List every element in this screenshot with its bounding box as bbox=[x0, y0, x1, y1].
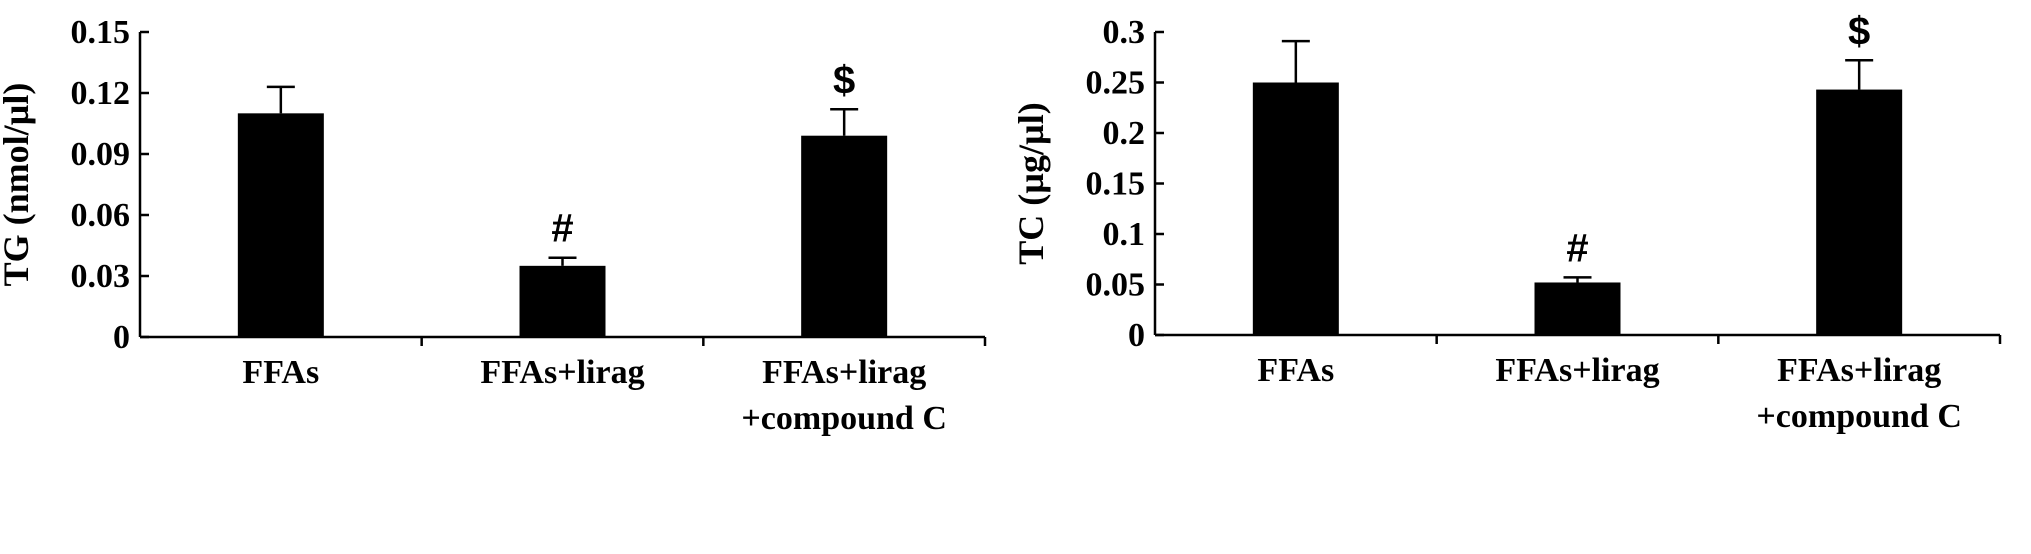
significance-marker: $ bbox=[1848, 9, 1870, 53]
y-tick-label: 0.25 bbox=[1086, 65, 1146, 102]
bar bbox=[801, 135, 888, 337]
y-tick-label: 0.1 bbox=[1103, 216, 1146, 253]
y-tick-label: 0 bbox=[113, 319, 130, 356]
bar bbox=[1252, 82, 1339, 335]
x-category-label: FFAs bbox=[1257, 352, 1334, 389]
significance-marker: # bbox=[551, 207, 573, 251]
x-category-label: FFAs+lirag bbox=[1495, 352, 1659, 389]
y-axis-title: TG (nmol/µl) bbox=[0, 83, 36, 287]
bar bbox=[237, 113, 324, 337]
x-category-label: FFAs+lirag bbox=[1777, 352, 1941, 389]
y-tick-label: 0.2 bbox=[1103, 115, 1146, 152]
bar bbox=[1816, 89, 1903, 335]
y-tick-label: 0.06 bbox=[71, 197, 131, 234]
x-category-label: +compound C bbox=[741, 400, 946, 437]
y-tick-label: 0 bbox=[1128, 317, 1145, 354]
y-tick-label: 0.3 bbox=[1103, 14, 1146, 51]
tg-chart: 0 0.03 0.06 0.09 0.12 0.15 TG (nmol/µl) FFAs # FF… bbox=[0, 14, 987, 437]
y-tick-label: 0.09 bbox=[71, 136, 131, 173]
significance-marker: # bbox=[1566, 226, 1588, 270]
significance-marker: $ bbox=[833, 58, 855, 102]
x-category-label: FFAs bbox=[242, 354, 319, 391]
x-category-label: FFAs+lirag bbox=[480, 354, 644, 391]
y-tick-label: 0.15 bbox=[1086, 166, 1146, 203]
x-category-label: +compound C bbox=[1756, 398, 1961, 435]
y-tick-label: 0.15 bbox=[71, 14, 131, 51]
y-tick-label: 0.05 bbox=[1086, 267, 1146, 304]
y-tick-label: 0.03 bbox=[71, 258, 131, 295]
x-category-label: FFAs+lirag bbox=[762, 354, 926, 391]
bar bbox=[519, 265, 606, 337]
bar bbox=[1534, 282, 1621, 335]
y-axis-title: TC (µg/µl) bbox=[1015, 102, 1051, 264]
tc-chart: 0 0.05 0.1 0.15 0.2 0.25 0.3 TC (µg/µl) FFAs # FFA… bbox=[1015, 9, 2002, 435]
y-tick-label: 0.12 bbox=[71, 75, 131, 112]
